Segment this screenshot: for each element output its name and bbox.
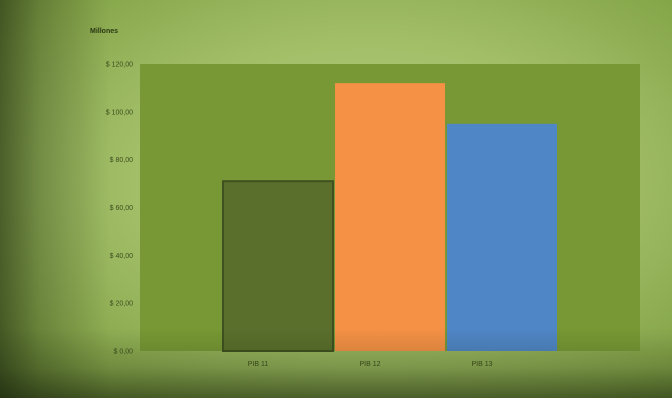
x-tick-label: PIB 13 <box>471 361 492 368</box>
x-tick-label: PIB 11 <box>248 361 269 368</box>
bar-2 <box>335 83 445 351</box>
y-tick-label: $ 0,00 <box>114 349 134 356</box>
y-tick-label: $ 40,00 <box>110 253 133 260</box>
bar-1 <box>222 180 334 352</box>
y-tick-label: $ 60,00 <box>110 205 133 212</box>
y-axis-ticks: $ 0,00 $ 20,00 $ 40,00 $ 60,00 $ 80,00 $ 100,… <box>106 62 133 356</box>
x-tick-label: PIB 12 <box>359 361 380 368</box>
y-tick-label: $ 80,00 <box>110 157 133 164</box>
y-tick-label: $ 20,00 <box>110 301 133 308</box>
y-tick-label: $ 100,00 <box>106 109 133 116</box>
y-tick-label: $ 120,00 <box>106 62 133 69</box>
x-axis-ticks: PIB 11 PIB 12 PIB 13 <box>248 361 493 368</box>
y-axis-label: Millones <box>90 28 118 35</box>
bar-3 <box>447 123 557 352</box>
